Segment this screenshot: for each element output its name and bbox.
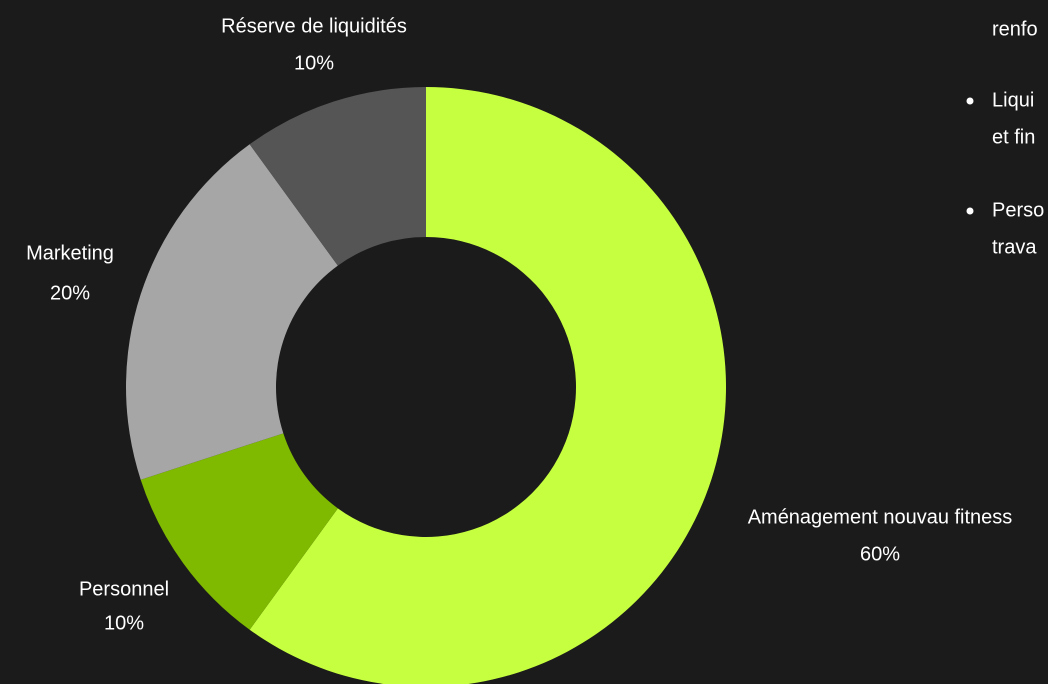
- slice-value-label: 60%: [860, 543, 900, 565]
- donut-slice: [140, 433, 338, 630]
- side-note-line: trava: [992, 236, 1037, 258]
- side-note-line: Liqui: [992, 89, 1034, 111]
- side-note-line: renfo: [992, 18, 1038, 40]
- donut-slice: [249, 86, 426, 266]
- bullet: [966, 97, 974, 105]
- slice-label: Aménagement nouvau fitness: [748, 506, 1013, 528]
- donut-slice: [126, 144, 338, 480]
- slice-label: Marketing: [26, 242, 114, 264]
- side-note-line: et fin: [992, 126, 1035, 148]
- slice-value-label: 20%: [50, 282, 90, 304]
- side-note-line: Perso: [992, 199, 1044, 221]
- slice-value-label: 10%: [104, 612, 144, 634]
- bullet: [966, 207, 974, 215]
- slice-value-label: 10%: [294, 52, 334, 74]
- donut-slice: [249, 87, 726, 684]
- slice-label: Personnel: [79, 578, 169, 600]
- slice-label: Réserve de liquidités: [221, 15, 407, 37]
